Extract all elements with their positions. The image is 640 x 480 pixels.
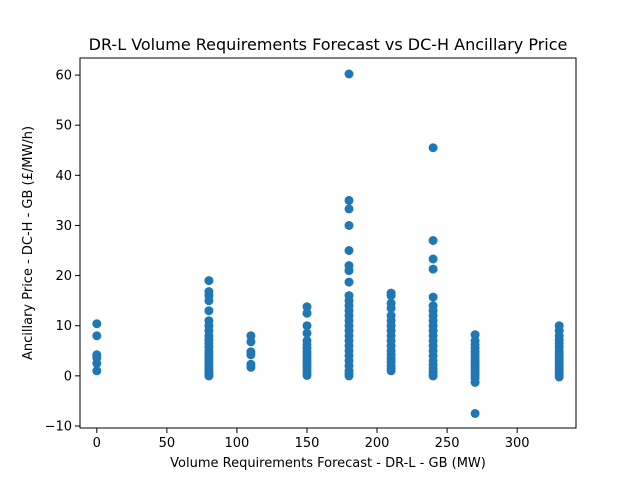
scatter-point (554, 372, 564, 382)
y-tick-label: 30 (55, 219, 72, 234)
scatter-point (344, 277, 354, 287)
points-layer (92, 69, 564, 418)
y-tick-label: 50 (55, 119, 72, 134)
scatter-point (344, 266, 354, 276)
x-tick-label: 50 (159, 436, 176, 451)
x-tick-label: 0 (93, 436, 101, 451)
scatter-point (302, 370, 312, 380)
scatter-point (92, 358, 102, 368)
scatter-point (344, 371, 354, 381)
scatter-point (204, 296, 214, 306)
scatter-point (386, 291, 396, 301)
x-axis-ticks: 0 50 100 150 200 250 300 (93, 428, 530, 451)
scatter-point (246, 337, 256, 347)
scatter-point (302, 302, 312, 312)
scatter-point (344, 204, 354, 214)
x-tick-label: 200 (365, 436, 390, 451)
scatter-point (344, 195, 354, 205)
scatter-point (344, 69, 354, 79)
scatter-point (204, 276, 214, 286)
scatter-point (428, 254, 438, 264)
y-axis-ticks: −10 0 10 20 30 40 50 60 (45, 69, 80, 434)
scatter-point (246, 350, 256, 360)
scatter-point (204, 306, 214, 316)
x-axis-label: Volume Requirements Forecast - DR-L - GB… (170, 456, 486, 471)
scatter-point (246, 362, 256, 372)
scatter-point (344, 221, 354, 230)
x-tick-label: 150 (295, 436, 320, 451)
x-tick-label: 300 (505, 436, 530, 451)
scatter-point (92, 331, 102, 341)
scatter-point (386, 366, 396, 376)
scatter-point (428, 292, 438, 302)
y-tick-label: 40 (55, 169, 72, 184)
x-tick-label: 250 (435, 436, 460, 451)
scatter-point (344, 246, 354, 255)
scatter-point (470, 377, 480, 387)
scatter-point (302, 308, 312, 318)
scatter-point (428, 236, 438, 245)
scatter-point (386, 303, 396, 313)
y-tick-label: 0 (64, 369, 72, 384)
scatter-point (428, 264, 438, 274)
y-tick-label: 20 (55, 269, 72, 284)
scatter-point (92, 319, 102, 329)
x-tick-label: 100 (225, 436, 250, 451)
plot-area-frame (79, 57, 577, 429)
y-tick-label: 10 (55, 319, 72, 334)
scatter-point (302, 321, 312, 331)
y-axis-label: Ancillary Price - DC-H - GB (£/MW/h) (21, 126, 36, 360)
y-tick-label: 60 (55, 69, 72, 84)
chart-title: DR-L Volume Requirements Forecast vs DC-… (89, 35, 568, 54)
scatter-point (428, 143, 438, 153)
scatter-point (428, 371, 438, 381)
scatter-point (92, 366, 102, 376)
scatter-point (470, 409, 480, 418)
scatter-point (302, 328, 312, 338)
scatter-point (204, 371, 214, 381)
y-tick-label: −10 (45, 419, 72, 434)
